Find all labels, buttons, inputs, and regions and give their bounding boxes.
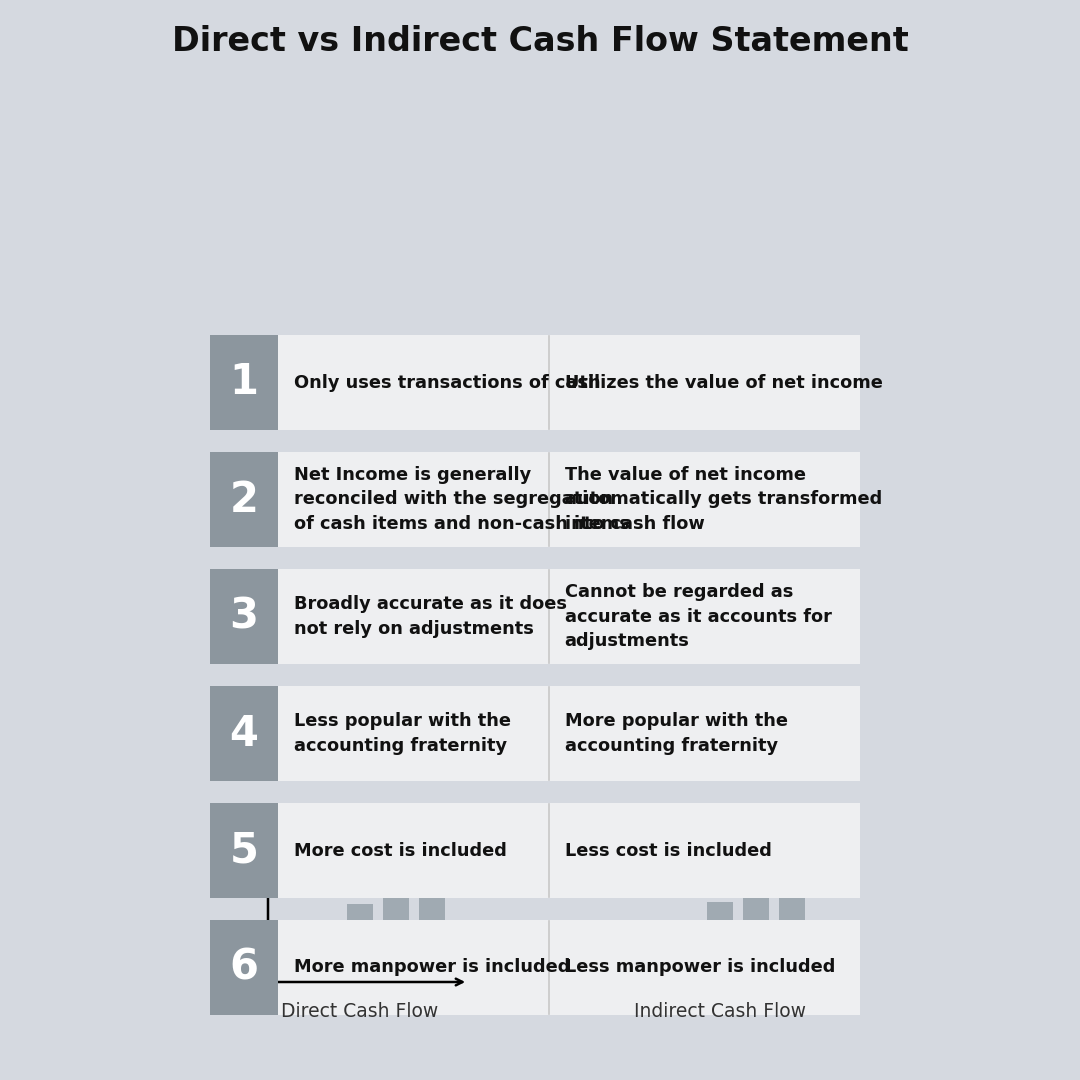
Text: 2: 2 [230, 478, 258, 521]
Bar [210, 569, 278, 664]
Bar [671, 926, 697, 980]
Bar [347, 904, 373, 980]
Bar [278, 569, 860, 664]
Text: Broadly accurate as it does
not rely on adjustments: Broadly accurate as it does not rely on … [294, 595, 567, 637]
Text: More cost is included: More cost is included [294, 841, 507, 860]
Text: More manpower is included: More manpower is included [294, 959, 570, 976]
Bar [278, 453, 860, 546]
Text: Less manpower is included: Less manpower is included [565, 959, 835, 976]
Text: Less popular with the
accounting fraternity: Less popular with the accounting fratern… [294, 713, 511, 755]
Text: Less cost is included: Less cost is included [565, 841, 771, 860]
Bar [779, 860, 805, 980]
Bar [383, 882, 409, 980]
Bar [419, 860, 445, 980]
Text: Net Income is generally
reconciled with the segregation
of cash items and non-ca: Net Income is generally reconciled with … [294, 467, 630, 532]
Text: Direct vs Indirect Cash Flow Statement: Direct vs Indirect Cash Flow Statement [172, 25, 908, 58]
Bar [707, 902, 733, 980]
Bar [210, 804, 278, 897]
Bar [210, 335, 278, 430]
Bar [743, 881, 769, 980]
Bar [275, 948, 301, 980]
Bar [635, 947, 661, 980]
Bar [278, 686, 860, 781]
Text: 1: 1 [229, 362, 258, 404]
Text: Indirect Cash Flow: Indirect Cash Flow [634, 1002, 806, 1021]
Bar [278, 920, 860, 1015]
Bar [278, 335, 860, 430]
Bar [210, 920, 278, 1015]
Text: The value of net income
automatically gets transformed
into cash flow: The value of net income automatically ge… [565, 467, 882, 532]
Text: Direct Cash Flow: Direct Cash Flow [282, 1002, 438, 1021]
Bar [210, 686, 278, 781]
Text: 4: 4 [230, 713, 258, 755]
Text: More popular with the
accounting fraternity: More popular with the accounting fratern… [565, 713, 787, 755]
Text: 6: 6 [229, 946, 258, 988]
Text: Only uses transactions of cash: Only uses transactions of cash [294, 374, 600, 391]
Text: 3: 3 [229, 595, 258, 637]
Text: 5: 5 [230, 829, 258, 872]
Text: Utilizes the value of net income: Utilizes the value of net income [565, 374, 882, 391]
Bar [311, 927, 337, 980]
Text: Cannot be regarded as
accurate as it accounts for
adjustments: Cannot be regarded as accurate as it acc… [565, 583, 832, 650]
Bar [210, 453, 278, 546]
Bar [278, 804, 860, 897]
